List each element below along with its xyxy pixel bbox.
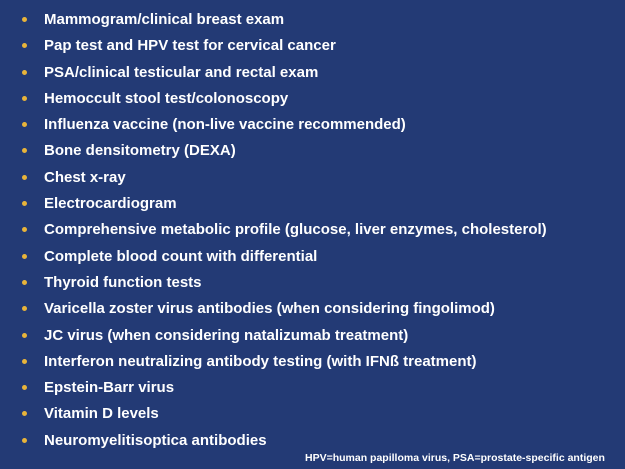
list-item: Neuromyelitisoptica antibodies [0,428,625,454]
list-item-text: Mammogram/clinical breast exam [44,11,285,28]
list-item-text: Hemoccult stool test/colonoscopy [44,89,289,107]
list-item: Thyroid function tests [0,270,625,296]
bullet-icon [22,411,27,417]
list-item-text: Comprehensive metabolic profile (glucose… [44,221,547,239]
bullet-icon [22,122,27,128]
bullet-icon [22,201,27,207]
bullet-icon [22,306,27,312]
list-item-text: Thyroid function tests [44,273,202,291]
bullet-icon [22,385,27,391]
list-item-text: Complete blood count with differential [44,247,318,265]
list-item: Hemoccult stool test/colonoscopy [0,86,625,112]
list-item-text: Varicella zoster virus antibodies (when … [44,300,495,318]
bullet-icon [22,17,27,22]
list-item: Vitamin D levels [0,401,625,427]
list-item: Chest x-ray [0,165,625,191]
bullet-icon [22,95,27,101]
bullet-icon [22,253,27,259]
bullet-icon [22,69,27,75]
list-item-text: Neuromyelitisoptica antibodies [44,431,267,449]
list-item: Epstein-Barr virus [0,375,625,401]
list-item: Varicella zoster virus antibodies (when … [0,296,625,322]
bullet-icon [22,437,27,443]
list-item-text: Epstein-Barr virus [44,379,175,397]
list-item: Mammogram/clinical breast exam [0,7,625,33]
bullet-icon [22,227,27,233]
list-item: PSA/clinical testicular and rectal exam [0,60,625,86]
list-item: Complete blood count with differential [0,244,625,270]
bullet-icon [22,148,27,154]
bullet-icon [22,332,27,338]
list-item: JC virus (when considering natalizumab t… [0,323,625,349]
list-item-text: Electrocardiogram [44,195,177,213]
list-item-text: Vitamin D levels [44,405,159,423]
list-item-text: Interferon neutralizing antibody testing… [44,352,477,370]
list-item: Influenza vaccine (non-live vaccine reco… [0,112,625,138]
list-item: Comprehensive metabolic profile (glucose… [0,217,625,243]
list-item: Electrocardiogram [0,191,625,217]
list-item-text: PSA/clinical testicular and rectal exam [44,63,319,81]
list-item-text: Pap test and HPV test for cervical cance… [44,37,336,55]
list-item: Bone densitometry (DEXA) [0,138,625,164]
list-item-text: Chest x-ray [44,168,126,186]
bullet-icon [22,174,27,180]
list-item-text: Influenza vaccine (non-live vaccine reco… [44,116,406,134]
footnote: HPV=human papilloma virus, PSA=prostate-… [305,452,605,464]
list-item-text: JC virus (when considering natalizumab t… [44,326,409,344]
bullet-icon [22,279,27,285]
list-item: Interferon neutralizing antibody testing… [0,349,625,375]
bullet-icon [22,358,27,364]
list-item: Pap test and HPV test for cervical cance… [0,33,625,59]
list-item-text: Bone densitometry (DEXA) [44,142,236,160]
bullet-list: Mammogram/clinical breast exam Pap test … [0,7,625,454]
bullet-icon [22,43,27,49]
